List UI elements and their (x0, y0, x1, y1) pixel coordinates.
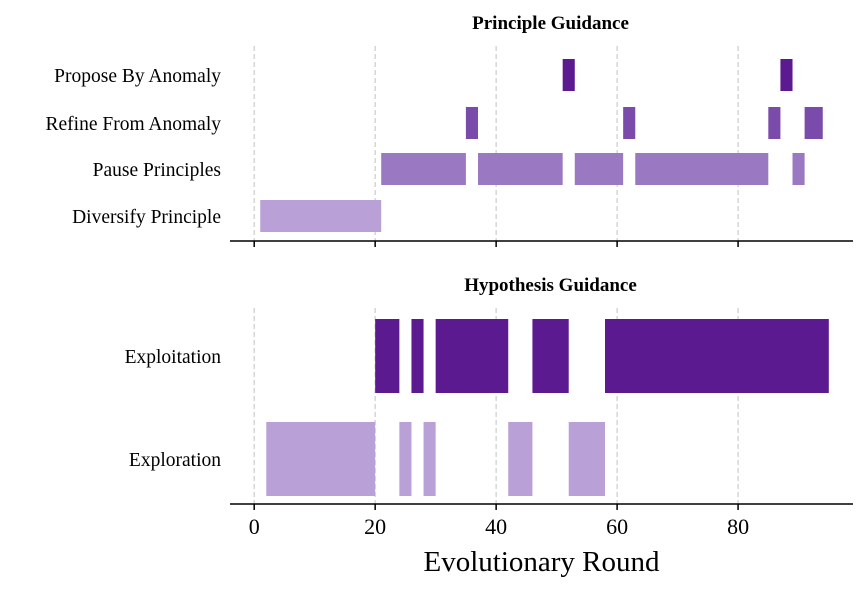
bar-segment (508, 422, 533, 496)
x-tick-label: 0 (249, 514, 260, 539)
x-tick-label: 20 (364, 514, 386, 539)
bar-segment (768, 107, 781, 139)
row-label: Refine From Anomaly (46, 114, 222, 135)
row-label: Propose By Anomaly (54, 66, 221, 87)
x-tick-label: 40 (485, 514, 507, 539)
bar-segment (532, 319, 569, 393)
bar-segment (574, 153, 624, 185)
row-label: Diversify Principle (72, 207, 221, 228)
bar-segment (804, 107, 823, 139)
x-axis-label: Evolutionary Round (423, 546, 660, 578)
bar-segment (375, 319, 400, 393)
bar-segment (465, 107, 478, 139)
x-tick-label: 60 (606, 514, 628, 539)
row-label: Exploitation (125, 347, 222, 368)
bar-segment (411, 319, 424, 393)
bar-segment (266, 422, 376, 496)
bar-segment (423, 422, 436, 496)
bar-segment (605, 319, 829, 393)
panel-title: Hypothesis Guidance (464, 275, 637, 296)
row-label: Pause Principles (93, 160, 221, 181)
panel-title: Principle Guidance (472, 13, 629, 34)
bar-segment (381, 153, 466, 185)
bar-segment (562, 59, 575, 91)
bar-segment (260, 200, 382, 232)
row-label: Exploration (129, 450, 221, 471)
bar-segment (792, 153, 805, 185)
bar-segment (568, 422, 606, 496)
x-tick-label: 80 (727, 514, 749, 539)
bar-segment (780, 59, 793, 91)
bar-segment (399, 422, 412, 496)
bars-layer (260, 59, 829, 496)
bar-segment (435, 319, 509, 393)
bar-segment (635, 153, 769, 185)
bar-segment (623, 107, 636, 139)
bar-segment (477, 153, 563, 185)
text-layer: Principle Guidance Propose By Anomaly Refi… (46, 13, 750, 578)
axes-layer (230, 240, 853, 510)
